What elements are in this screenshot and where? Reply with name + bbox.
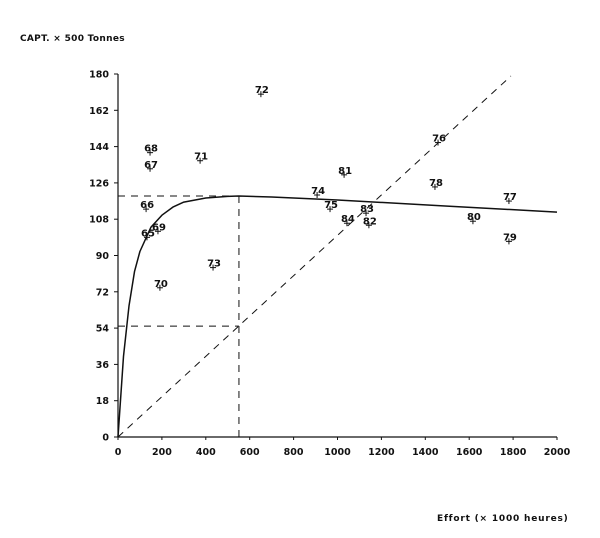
y-tick-label: 162 bbox=[89, 106, 109, 117]
data-point: 82 bbox=[363, 216, 377, 229]
y-tick-label: 54 bbox=[96, 324, 110, 335]
point-label: 82 bbox=[363, 216, 377, 227]
point-label: 75 bbox=[324, 200, 338, 211]
x-tick-label: 400 bbox=[196, 447, 216, 458]
diagonal-dashed-line bbox=[117, 75, 512, 438]
point-label: 65 bbox=[141, 228, 155, 239]
y-tick-label: 90 bbox=[96, 251, 110, 262]
data-point: 84 bbox=[341, 214, 355, 227]
point-label: 78 bbox=[429, 178, 443, 189]
point-label: 76 bbox=[432, 134, 446, 145]
point-label: 79 bbox=[503, 232, 517, 243]
point-label: 66 bbox=[140, 200, 154, 211]
point-label: 70 bbox=[154, 279, 168, 290]
x-tick-label: 600 bbox=[240, 447, 260, 458]
data-point: 79 bbox=[503, 232, 517, 245]
point-label: 73 bbox=[207, 259, 221, 270]
x-tick-label: 1400 bbox=[412, 447, 439, 458]
point-label: 77 bbox=[503, 192, 517, 203]
point-label: 67 bbox=[144, 160, 158, 171]
y-tick-label: 18 bbox=[96, 396, 110, 407]
data-point: 65 bbox=[141, 228, 155, 241]
x-axis-label: Effort (× 1000 heures) bbox=[437, 514, 569, 524]
y-tick-label: 126 bbox=[89, 178, 109, 189]
data-point: 73 bbox=[207, 259, 221, 271]
data-point: 76 bbox=[432, 134, 446, 146]
data-point: 81 bbox=[338, 166, 352, 178]
y-tick-label: 180 bbox=[89, 70, 109, 81]
point-label: 72 bbox=[255, 85, 269, 96]
reference-lines bbox=[117, 75, 512, 438]
y-tick-label: 36 bbox=[96, 360, 110, 371]
data-point: 72 bbox=[255, 85, 269, 98]
point-label: 69 bbox=[152, 222, 166, 233]
x-tick-label: 1800 bbox=[500, 447, 527, 458]
x-tick-label: 200 bbox=[152, 447, 172, 458]
y-tick-label: 0 bbox=[102, 433, 109, 444]
x-tick-label: 0 bbox=[115, 447, 122, 458]
data-point: 74 bbox=[311, 186, 325, 198]
data-point: 67 bbox=[144, 160, 158, 172]
point-label: 83 bbox=[360, 204, 374, 215]
fitted-curve bbox=[117, 195, 558, 438]
data-point: 75 bbox=[324, 200, 338, 213]
point-label: 81 bbox=[338, 166, 352, 177]
data-point: 71 bbox=[194, 152, 208, 164]
y-tick-label: 144 bbox=[89, 142, 109, 153]
x-tick-label: 800 bbox=[284, 447, 304, 458]
data-point: 80 bbox=[467, 212, 481, 225]
x-tick-label: 1600 bbox=[456, 447, 483, 458]
model-curve bbox=[117, 195, 558, 438]
x-tick-label: 1200 bbox=[368, 447, 395, 458]
data-point: 66 bbox=[140, 200, 154, 213]
point-label: 80 bbox=[467, 212, 481, 223]
point-label: 68 bbox=[144, 144, 158, 155]
data-point: 68 bbox=[144, 144, 158, 156]
point-label: 84 bbox=[341, 214, 355, 225]
axes: 0 200 400 600 800 1000 1200 1400 1600 1800 2000 0 18… bbox=[89, 70, 570, 459]
y-tick-label: 72 bbox=[96, 287, 109, 298]
x-tick-label: 2000 bbox=[544, 447, 571, 458]
point-label: 71 bbox=[194, 152, 208, 163]
point-label: 74 bbox=[311, 186, 325, 197]
x-tick-label: 1000 bbox=[324, 447, 351, 458]
data-point: 69 bbox=[152, 222, 166, 235]
data-point: 77 bbox=[503, 192, 517, 205]
y-tick-label: 108 bbox=[89, 215, 109, 226]
data-point: 78 bbox=[429, 178, 443, 190]
data-point: 83 bbox=[360, 204, 374, 217]
data-point: 70 bbox=[154, 279, 168, 291]
y-axis-label: CAPT. × 500 Tonnes bbox=[20, 34, 125, 44]
